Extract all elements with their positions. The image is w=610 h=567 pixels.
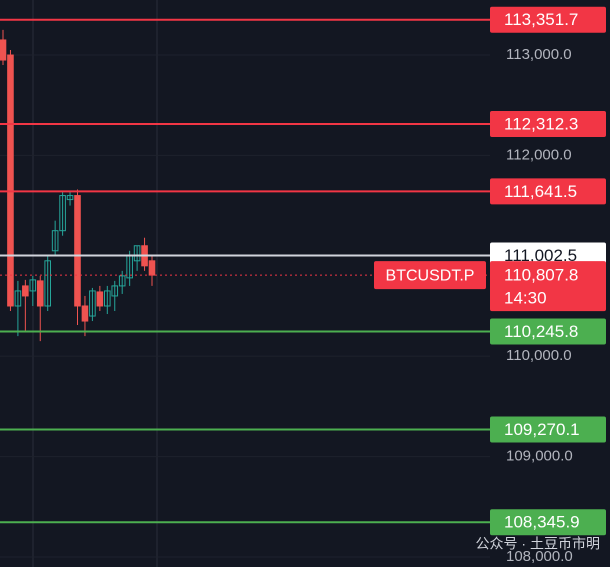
candle-body xyxy=(111,285,119,297)
y-tick-label: 113,000.0 xyxy=(506,46,572,63)
level-label-box xyxy=(490,318,606,345)
candle-body xyxy=(81,305,89,322)
y-tick-label: 108,000.0 xyxy=(506,548,573,565)
level-label-box xyxy=(490,6,606,33)
candle-body xyxy=(51,230,59,252)
level-label: 113,351.7 xyxy=(504,10,578,29)
candle-body xyxy=(66,195,74,201)
level-label-box xyxy=(490,416,606,443)
candle-body xyxy=(74,195,81,307)
level-label-box xyxy=(490,111,606,138)
y-tick-label: 109,000.0 xyxy=(506,448,573,465)
candle-body xyxy=(59,195,66,232)
countdown-label: 14:30 xyxy=(504,289,547,308)
candle-body xyxy=(7,54,14,307)
watermark: 公众号 · 土豆币市明 xyxy=(476,536,600,552)
last-price-label: 110,807.8 xyxy=(504,266,578,285)
candle-body xyxy=(133,245,141,262)
level-label: 111,002.5 xyxy=(504,246,577,265)
y-tick-label: 112,000.0 xyxy=(506,146,572,163)
level-label: 110,245.8 xyxy=(504,322,578,341)
candle-body xyxy=(104,290,111,307)
y-tick-label: 110,000.0 xyxy=(506,347,572,364)
last-price-box xyxy=(490,261,606,312)
candle-body xyxy=(36,280,44,307)
candle-body xyxy=(96,291,104,307)
level-label: 109,270.1 xyxy=(504,420,580,439)
candle-body xyxy=(89,290,96,317)
candle-body xyxy=(22,285,29,297)
symbol-box xyxy=(374,261,486,290)
candle-body xyxy=(118,275,126,287)
level-label: 108,345.9 xyxy=(504,513,580,532)
candle-body xyxy=(0,39,7,61)
candle-body xyxy=(148,260,156,276)
symbol-label: BTCUSDT.P xyxy=(386,267,475,284)
candle-body xyxy=(44,260,52,307)
level-label-box xyxy=(490,509,606,536)
level-label: 112,312.3 xyxy=(504,115,578,134)
candle-body xyxy=(29,279,37,292)
level-label-box xyxy=(490,178,606,205)
candle-body xyxy=(14,290,22,307)
level-label: 111,641.5 xyxy=(504,182,577,201)
